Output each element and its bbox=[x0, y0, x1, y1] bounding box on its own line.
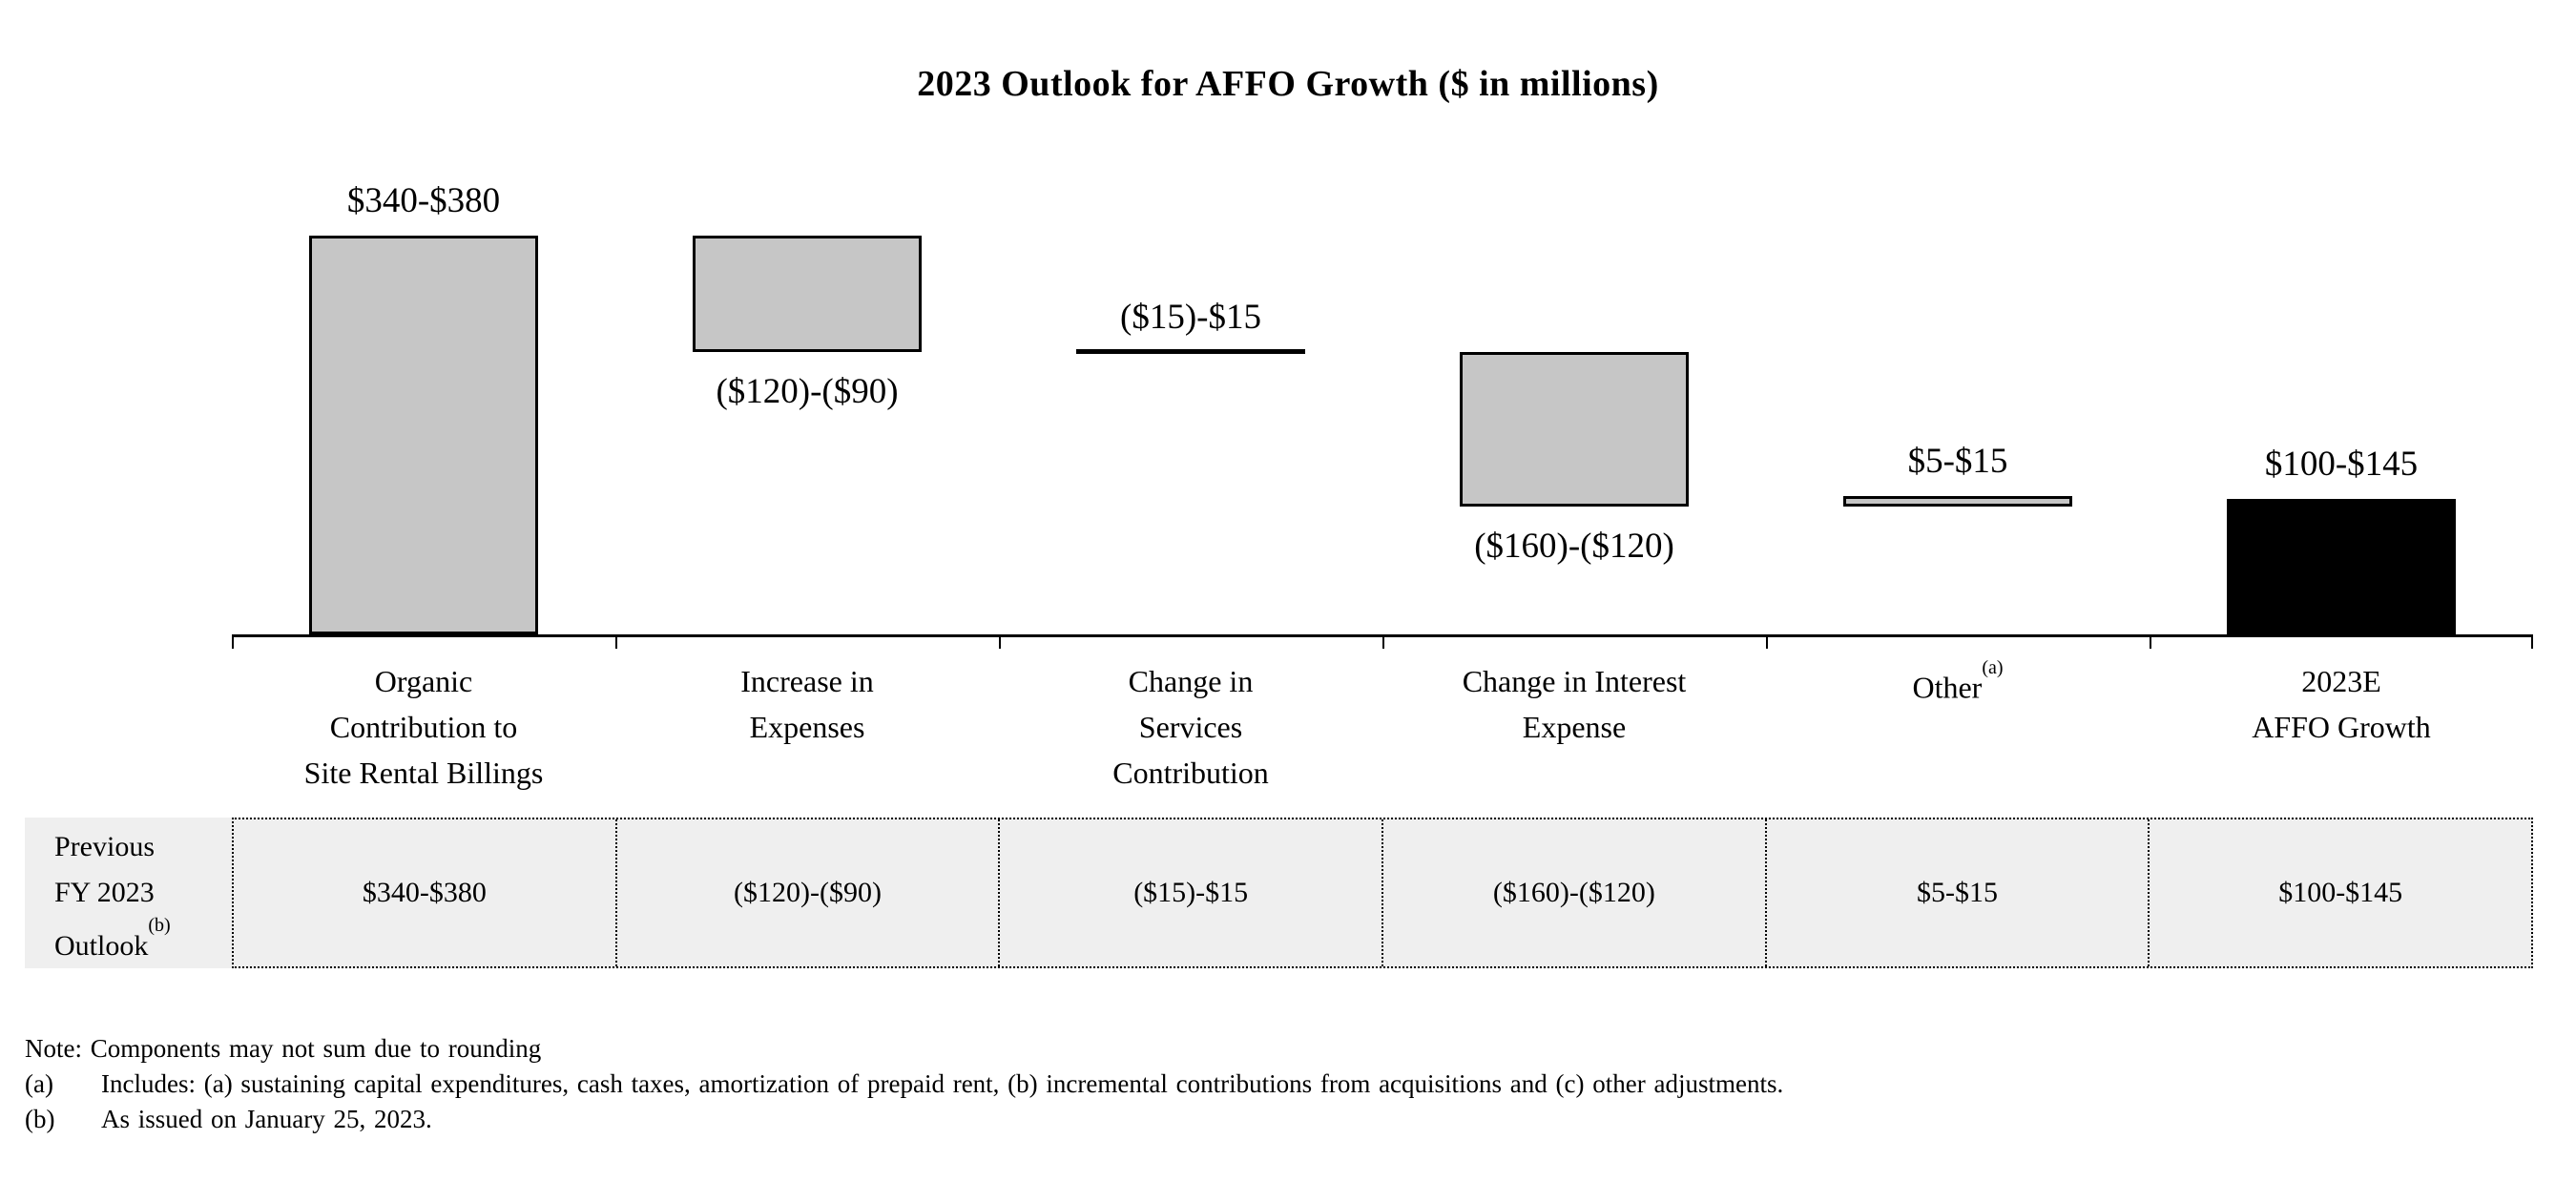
category-label-organic-contribution: Organic Contribution to Site Rental Bill… bbox=[303, 664, 544, 790]
footnote-a-reference: (a) bbox=[1982, 657, 2004, 678]
table-cell: ($15)-$15 bbox=[998, 819, 1381, 966]
table-cell: ($160)-($120) bbox=[1381, 819, 1765, 966]
previous-outlook-band bbox=[25, 818, 2533, 968]
previous-outlook-table: $340-$380 ($120)-($90) ($15)-$15 ($160)-… bbox=[232, 818, 2533, 968]
table-row-label-line: Previous bbox=[54, 831, 155, 862]
table-row-label-line: FY 2023 bbox=[54, 877, 155, 908]
bar-change-in-services bbox=[1076, 349, 1305, 355]
bar-value-label: ($15)-$15 bbox=[1120, 297, 1261, 337]
bar-value-label: ($160)-($120) bbox=[1474, 527, 1674, 567]
bar-value-label: $5-$15 bbox=[1907, 441, 2008, 481]
category-label-2023e-affo-growth: 2023E AFFO Growth bbox=[2252, 664, 2431, 744]
x-axis bbox=[232, 634, 2533, 649]
chart-title: 2023 Outlook for AFFO Growth ($ in milli… bbox=[917, 64, 1659, 104]
bar-change-in-interest bbox=[1460, 351, 1689, 508]
footnote-note: Note: Components may not sum due to roun… bbox=[25, 1034, 542, 1063]
footnote-b: (b) As issued on January 25, 2023. bbox=[25, 1102, 2505, 1136]
table-row-label: Previous FY 2023 Outlook(b) bbox=[54, 824, 171, 969]
axis-tick bbox=[615, 637, 617, 649]
bar-value-label: $100-$145 bbox=[2264, 444, 2419, 484]
table-cell: $100-$145 bbox=[2148, 819, 2531, 966]
footnote-a: (a) Includes: (a) sustaining capital exp… bbox=[25, 1067, 2505, 1101]
footnotes: Note: Components may not sum due to roun… bbox=[25, 1030, 2505, 1136]
axis-tick bbox=[2531, 637, 2533, 649]
bar-other bbox=[1843, 495, 2072, 508]
footnote-marker: (b) bbox=[25, 1105, 55, 1133]
category-label-other: Other(a) bbox=[1766, 657, 2150, 711]
category-label-change-in-interest: Change in Interest Expense bbox=[1462, 664, 1687, 744]
axis-tick bbox=[999, 637, 1001, 649]
table-row-label-line: Outlook(b) bbox=[54, 915, 171, 962]
table-cell: $340-$380 bbox=[362, 877, 487, 908]
bar-value-label: $340-$380 bbox=[346, 181, 501, 221]
bar-value-label: ($120)-($90) bbox=[716, 371, 899, 411]
footnote-marker: (a) bbox=[25, 1069, 53, 1098]
axis-tick bbox=[1766, 637, 1768, 649]
category-label-other-text: Other bbox=[1912, 670, 1983, 705]
axis-tick bbox=[232, 637, 234, 649]
axis-tick bbox=[1382, 637, 1384, 649]
bar-2023e-affo-growth bbox=[2227, 498, 2456, 634]
category-label-increase-in-expenses: Increase in Expenses bbox=[740, 664, 874, 744]
bar-organic-contribution bbox=[309, 236, 538, 634]
table-cell: ($120)-($90) bbox=[614, 819, 999, 966]
bar-increase-in-expenses bbox=[693, 236, 922, 352]
table-cell: $5-$15 bbox=[1764, 819, 2149, 966]
category-label-change-in-services: Change in Services Contribution bbox=[1112, 664, 1269, 790]
footnote-b-reference: (b) bbox=[148, 915, 171, 936]
axis-tick bbox=[2150, 637, 2151, 649]
